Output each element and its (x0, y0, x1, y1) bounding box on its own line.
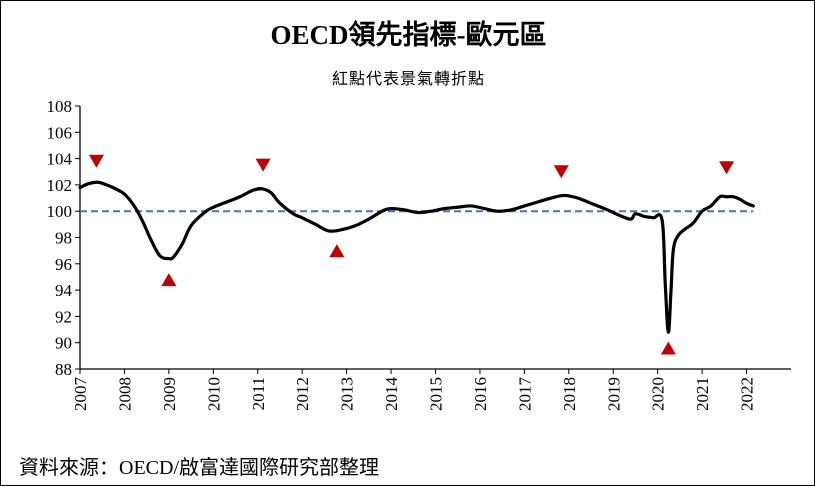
peak-marker-0 (88, 154, 104, 168)
series-line-0 (78, 180, 755, 334)
axes: 88 90 92 94 96 98 100 102 104 106 108 2007 2008 2009 2… (47, 97, 791, 412)
y-tick-label: 108 (47, 97, 73, 116)
chart-subtitle: 紅點代表景氣轉折點 (331, 71, 485, 88)
peak-marker-4 (553, 165, 569, 179)
y-tick-label: 102 (47, 176, 73, 195)
y-tick-label: 98 (55, 229, 72, 248)
x-tick-label: 2012 (293, 377, 312, 411)
series-layer (78, 180, 755, 334)
peak-marker-2 (255, 158, 271, 172)
y-tick-label: 100 (47, 202, 73, 221)
y-tick-label: 96 (55, 255, 72, 274)
x-tick-label: 2022 (738, 377, 757, 411)
turning-point-markers (88, 154, 735, 355)
x-tick-label: 2013 (338, 377, 357, 411)
x-tick-label: 2019 (604, 377, 623, 411)
x-tick-label: 2009 (160, 377, 179, 411)
y-tick-label: 90 (55, 334, 72, 353)
y-tick-label: 104 (47, 150, 73, 169)
y-tick-label: 88 (55, 360, 72, 379)
trough-marker-3 (329, 244, 345, 258)
source-note: 資料來源：OECD/啟富達國際研究部整理 (19, 457, 379, 479)
x-tick-label: 2018 (560, 377, 579, 411)
peak-marker-6 (719, 161, 735, 175)
y-tick-label: 94 (55, 281, 73, 300)
x-tick-label: 2015 (427, 377, 446, 411)
x-tick-label: 2008 (115, 377, 134, 411)
x-tick-label: 2007 (71, 377, 90, 412)
x-tick-label: 2020 (649, 377, 668, 411)
x-tick-label: 2014 (382, 377, 401, 412)
y-tick-label: 106 (47, 123, 73, 142)
y-tick-label: 92 (55, 307, 72, 326)
trough-marker-1 (161, 273, 177, 287)
trough-marker-5 (660, 341, 676, 355)
x-tick-label: 2010 (204, 377, 223, 411)
x-tick-label: 2017 (515, 377, 534, 412)
x-tick-label: 2011 (249, 377, 268, 410)
chart-title: OECD領先指標-歐元區 (270, 20, 547, 50)
x-tick-label: 2016 (471, 377, 490, 411)
x-tick-label: 2021 (693, 377, 712, 411)
